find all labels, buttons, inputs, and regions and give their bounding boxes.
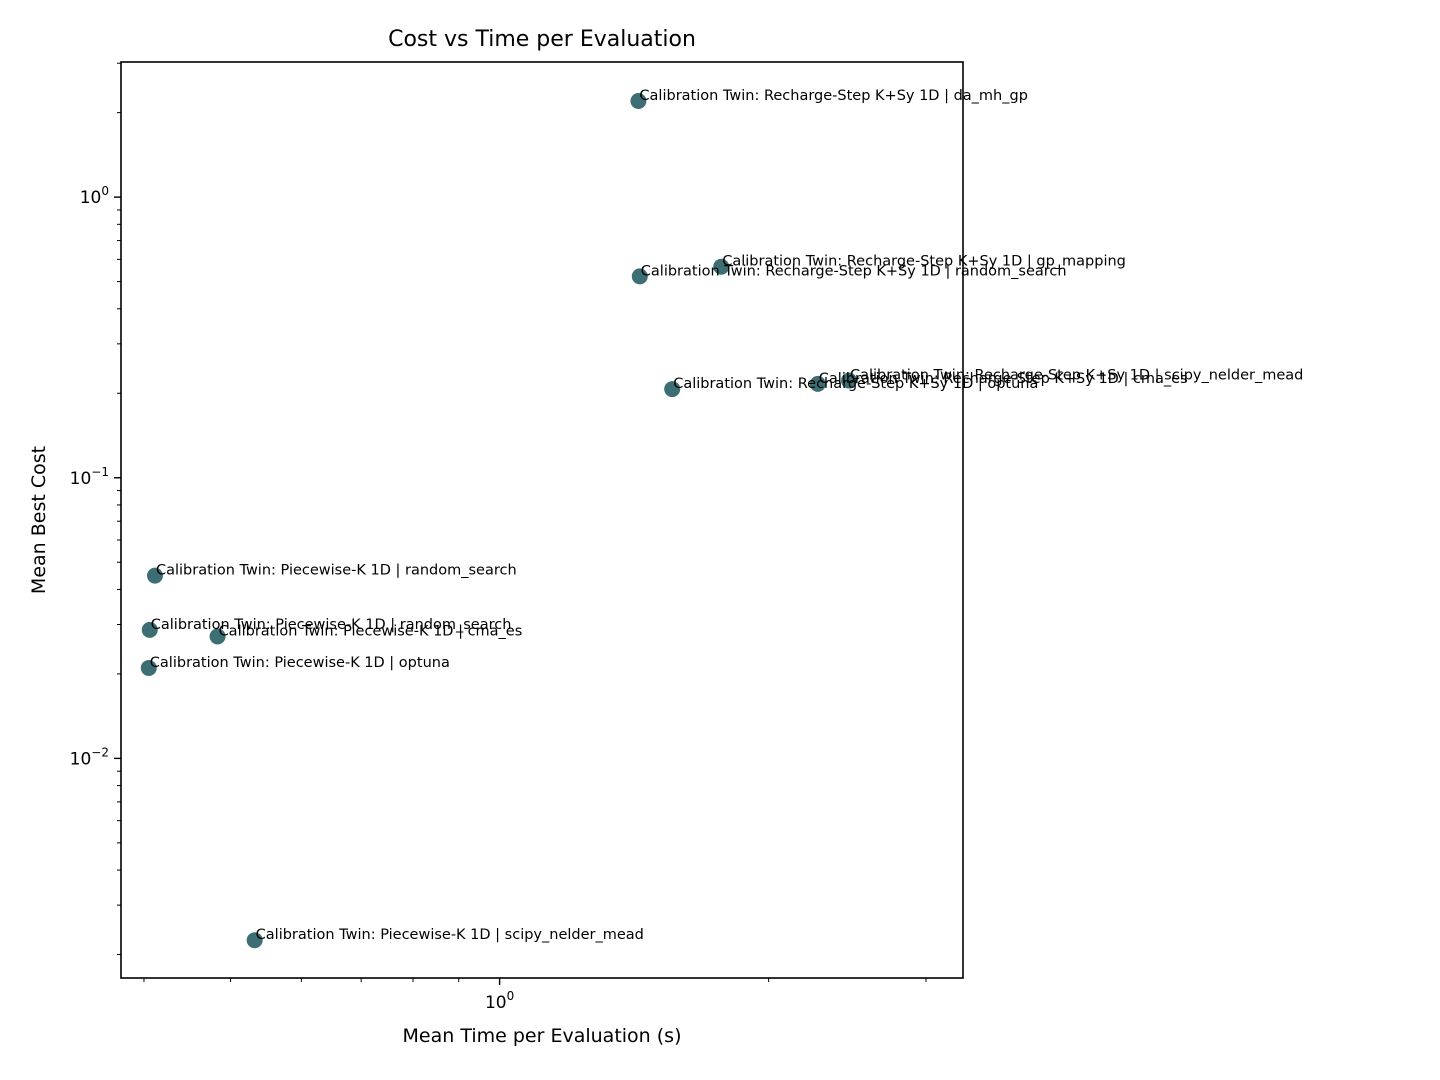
x-tick-label: 100 bbox=[485, 989, 514, 1013]
point-label: Calibration Twin: Piecewise-K 1D | optun… bbox=[150, 655, 450, 671]
point-labels-layer: Calibration Twin: Recharge-Step K+Sy 1D … bbox=[150, 88, 1304, 943]
data-point bbox=[713, 258, 730, 275]
point-label: Calibration Twin: Recharge-Step K+Sy 1D … bbox=[639, 88, 1027, 104]
point-label: Calibration Twin: Piecewise-K 1D | scipy… bbox=[256, 927, 644, 943]
data-point bbox=[141, 621, 158, 638]
data-point bbox=[209, 628, 226, 645]
y-tick-label: 10−2 bbox=[70, 745, 109, 769]
data-point bbox=[631, 268, 648, 285]
point-label: Calibration Twin: Recharge-Step K+Sy 1D … bbox=[819, 371, 1188, 387]
plot-frame bbox=[120, 61, 964, 979]
point-label: Calibration Twin: Recharge-Step K+Sy 1D … bbox=[673, 376, 1038, 392]
point-label: Calibration Twin: Piecewise-K 1D | rando… bbox=[151, 617, 512, 633]
data-point bbox=[664, 381, 681, 398]
point-label: Calibration Twin: Recharge-Step K+Sy 1D … bbox=[641, 263, 1067, 279]
data-point bbox=[140, 659, 157, 676]
data-point bbox=[246, 932, 263, 949]
point-label: Calibration Twin: Piecewise-K 1D | rando… bbox=[156, 563, 517, 579]
point-label: Calibration Twin: Recharge-Step K+Sy 1D … bbox=[850, 368, 1303, 384]
point-label: Calibration Twin: Piecewise-K 1D | cma_e… bbox=[219, 623, 523, 639]
data-point bbox=[840, 372, 857, 389]
y-axis-ticks: 100 10−1 10−2 bbox=[70, 62, 121, 956]
data-point bbox=[809, 375, 826, 392]
y-tick-label: 10−1 bbox=[70, 465, 109, 489]
point-label: Calibration Twin: Recharge-Step K+Sy 1D … bbox=[722, 254, 1126, 270]
data-point bbox=[146, 567, 163, 584]
chart-title: Cost vs Time per Evaluation bbox=[388, 27, 696, 52]
x-axis-label: Mean Time per Evaluation (s) bbox=[403, 1025, 682, 1047]
data-point bbox=[630, 93, 647, 110]
x-axis-ticks: 100 bbox=[143, 978, 927, 1013]
y-axis-label: Mean Best Cost bbox=[28, 446, 50, 594]
points-layer bbox=[140, 93, 857, 949]
y-tick-label: 100 bbox=[80, 184, 109, 208]
